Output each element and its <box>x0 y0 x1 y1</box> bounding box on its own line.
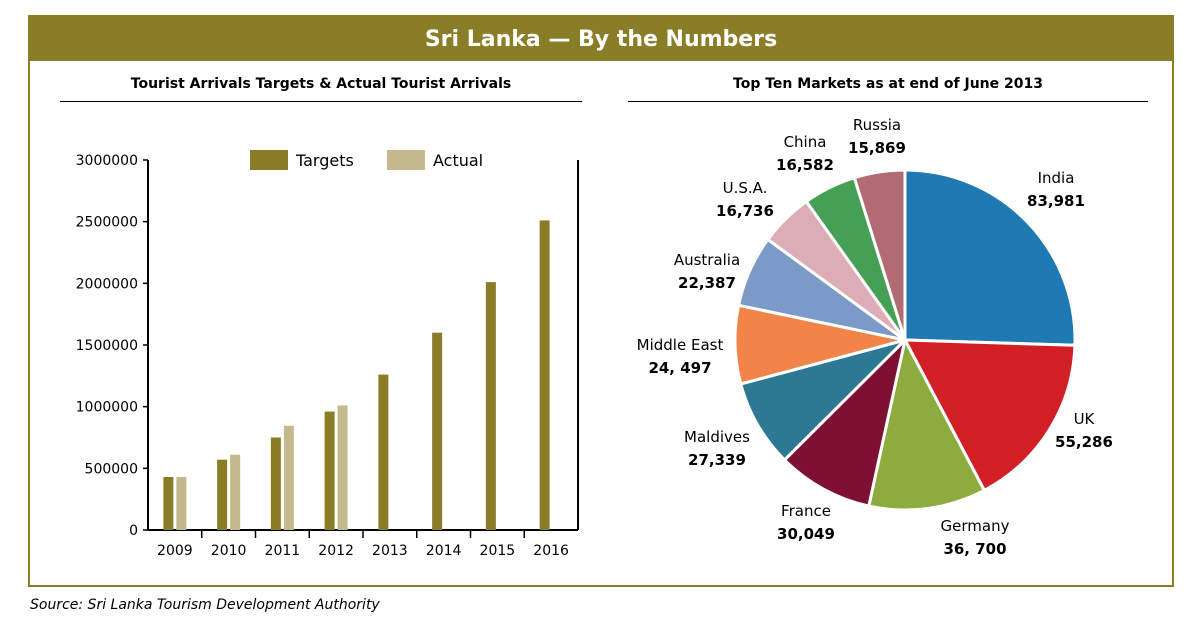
banner-title: Sri Lanka — By the Numbers <box>424 26 778 52</box>
pie-slice-india <box>903 168 1077 347</box>
pie-value-germany: 36, 700 <box>943 540 1006 558</box>
x-tick-label: 2015 <box>480 543 516 559</box>
pie-chart-title: Top Ten Markets as at end of June 2013 <box>733 76 1043 92</box>
y-tick-label: 0 <box>129 523 138 539</box>
pie-slice-russia <box>852 168 907 342</box>
targets-bar-2016 <box>539 220 550 530</box>
x-tick-label: 2013 <box>372 543 408 559</box>
bar-chart-title-rule <box>60 101 582 102</box>
x-tick-label: 2014 <box>426 543 462 559</box>
pie-value-uk: 55,286 <box>1055 433 1113 451</box>
targets-bar-2015 <box>485 282 496 530</box>
legend-label-targets: Targets <box>295 151 354 170</box>
bar-chart-title: Tourist Arrivals Targets & Actual Touris… <box>130 76 512 92</box>
targets-bar-2013 <box>378 374 389 530</box>
x-tick-label: 2016 <box>533 543 569 559</box>
source-note: Source: Sri Lanka Tourism Development Au… <box>30 597 380 613</box>
pie-label-middle-east: Middle East <box>637 336 724 354</box>
targets-bar-2012 <box>324 411 335 530</box>
pie-label-uk: UK <box>1074 410 1096 428</box>
pie-value-china: 16,582 <box>776 156 834 174</box>
legend-label-actual: Actual <box>433 151 483 170</box>
pie-value-maldives: 27,339 <box>688 451 746 469</box>
pie-slice-germany <box>867 338 986 512</box>
y-tick-label: 1000000 <box>76 400 138 416</box>
legend-swatch-targets <box>250 150 288 170</box>
actual-bar-2011 <box>283 425 294 530</box>
x-tick-label: 2010 <box>211 543 247 559</box>
x-tick-label: 2012 <box>318 543 354 559</box>
pie-label-maldives: Maldives <box>684 428 750 446</box>
pie-slice-france <box>783 338 907 508</box>
pie-value-middle-east: 24, 497 <box>648 359 711 377</box>
y-tick-label: 3000000 <box>76 153 138 169</box>
infographic-frame: Sri Lanka — By the Numbers <box>28 15 1174 587</box>
bar-legend: Targets Actual <box>250 150 483 170</box>
actual-bar-2010 <box>230 454 241 530</box>
targets-bar-2010 <box>217 459 228 530</box>
y-tick-label: 1500000 <box>76 338 138 354</box>
pie-value-u-s-a-: 16,736 <box>716 202 774 220</box>
pie-value-australia: 22,387 <box>678 274 736 292</box>
banner: Sri Lanka — By the Numbers <box>30 17 1172 61</box>
pie-label-india: India <box>1038 169 1075 187</box>
pie-value-france: 30,049 <box>777 525 835 543</box>
pie-slice-uk <box>903 338 1077 492</box>
pie-label-germany: Germany <box>941 517 1010 535</box>
pie-value-india: 83,981 <box>1027 192 1085 210</box>
pie-value-russia: 15,869 <box>848 139 906 157</box>
y-tick-label: 2000000 <box>76 276 138 292</box>
pie-label-australia: Australia <box>674 251 740 269</box>
pie-label-u-s-a-: U.S.A. <box>723 179 768 197</box>
actual-bar-2009 <box>176 476 187 530</box>
targets-bar-2009 <box>163 476 174 530</box>
x-tick-label: 2011 <box>265 543 301 559</box>
pie-label-france: France <box>781 502 831 520</box>
targets-bar-2011 <box>270 437 281 530</box>
x-tick-label: 2009 <box>157 543 193 559</box>
legend-swatch-actual <box>387 150 425 170</box>
y-tick-label: 500000 <box>85 461 138 477</box>
pie-chart-title-rule <box>628 101 1148 102</box>
targets-bar-2014 <box>432 332 443 530</box>
pie-slice-maldives <box>739 338 907 462</box>
actual-bar-2012 <box>337 405 348 530</box>
pie-label-china: China <box>784 133 827 151</box>
pie-label-russia: Russia <box>853 116 901 134</box>
y-tick-label: 2500000 <box>76 215 138 231</box>
